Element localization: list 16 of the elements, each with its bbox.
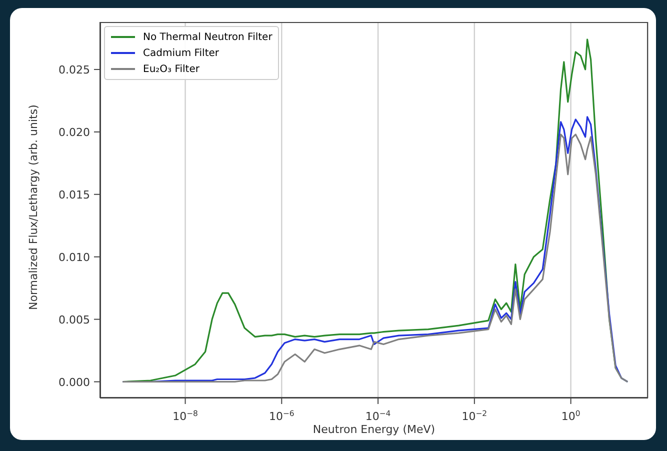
legend-label: No Thermal Neutron Filter [143, 32, 272, 42]
x-tick-label: 10$^{−2}$ [462, 408, 488, 423]
y-tick-label: 0.020 [58, 126, 90, 139]
x-tick-label: 10$^{0}$ [561, 408, 580, 423]
x-tick-label: 10$^{−6}$ [268, 408, 294, 423]
y-tick-label: 0.010 [58, 250, 90, 264]
y-tick-label: 0.025 [58, 63, 90, 76]
legend-label: Cadmium Filter [143, 48, 220, 58]
y-tick-label: 0.005 [58, 313, 90, 326]
y-tick-label: 0.015 [58, 188, 90, 202]
x-tick-label: 10$^{−4}$ [365, 408, 391, 423]
y-tick-label: 0.000 [58, 376, 90, 389]
legend-label: Eu₂O₃ Filter [143, 64, 200, 74]
x-axis-title: Neutron Energy (MeV) [312, 423, 436, 436]
y-axis-title: Normalized Flux/Lethargy (arb. units) [26, 104, 40, 310]
x-tick-label: 10$^{−8}$ [172, 408, 198, 423]
